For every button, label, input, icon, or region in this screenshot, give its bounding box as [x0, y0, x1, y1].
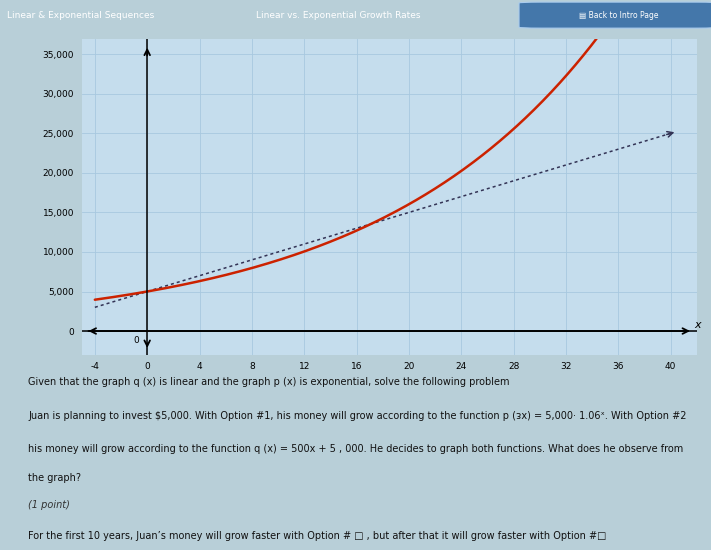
Text: x: x: [694, 321, 701, 331]
Text: 0: 0: [134, 336, 139, 345]
Text: Given that the graph q (x) is linear and the graph p (x) is exponential, solve t: Given that the graph q (x) is linear and…: [28, 377, 510, 387]
Text: ▤ Back to Intro Page: ▤ Back to Intro Page: [579, 10, 658, 20]
Text: the graph?: the graph?: [28, 473, 82, 483]
Text: (1 point): (1 point): [28, 500, 70, 510]
FancyBboxPatch shape: [519, 2, 711, 28]
Text: his money will grow according to the function q (x) = 500x + 5 , 000. He decides: his money will grow according to the fun…: [28, 444, 684, 454]
Text: Linear vs. Exponential Growth Rates: Linear vs. Exponential Growth Rates: [256, 10, 420, 20]
Text: Linear & Exponential Sequences: Linear & Exponential Sequences: [7, 10, 154, 20]
Text: Juan is planning to invest $5,000. With Option #1, his money will grow according: Juan is planning to invest $5,000. With …: [28, 411, 687, 421]
Text: For the first 10 years, Juan’s money will grow faster with Option # □ , but afte: For the first 10 years, Juan’s money wil…: [28, 531, 606, 541]
